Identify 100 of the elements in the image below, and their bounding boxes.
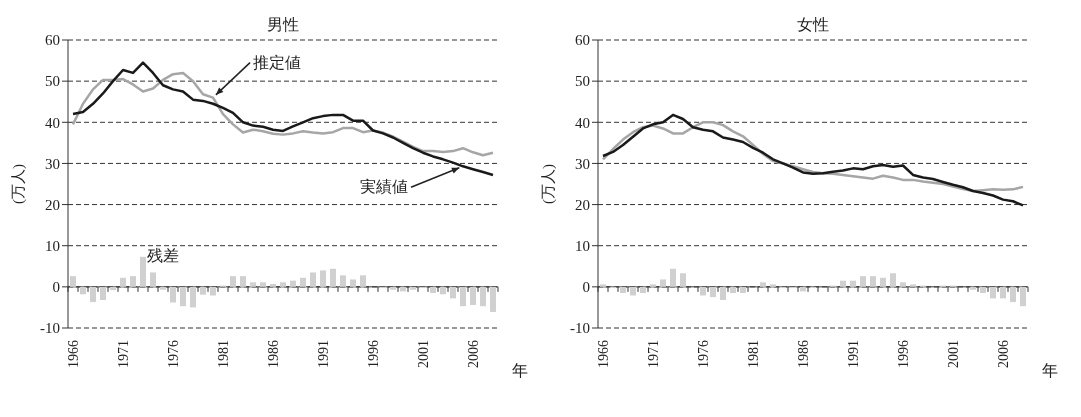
- bar: [990, 286, 996, 299]
- x-tick-label: 1981: [745, 340, 761, 368]
- y-tick-label: 10: [575, 238, 590, 255]
- x-tick-label: 1976: [695, 340, 711, 368]
- bar: [620, 286, 626, 294]
- y-tick-label: 20: [575, 196, 590, 213]
- bar: [890, 273, 896, 287]
- bar: [850, 280, 856, 287]
- x-tick-label: 1966: [595, 340, 611, 368]
- bar: [360, 275, 366, 287]
- bar: [290, 280, 296, 287]
- bar: [320, 270, 326, 287]
- bar: [430, 286, 436, 294]
- bar: [230, 276, 236, 287]
- bar: [880, 277, 886, 287]
- series-label: 残差: [147, 246, 179, 264]
- bar: [630, 286, 636, 296]
- x-tick-label: 2001: [415, 340, 431, 368]
- bar: [160, 286, 166, 290]
- bar: [640, 286, 646, 294]
- bar: [150, 272, 156, 287]
- y-tick-label: -10: [40, 320, 60, 337]
- x-tick-label: 1966: [65, 340, 81, 368]
- bar: [450, 286, 456, 299]
- x-tick-label: 1986: [265, 340, 281, 368]
- y-tick-label: 0: [582, 279, 590, 296]
- bar: [460, 286, 466, 307]
- line-series: [601, 113, 1025, 207]
- bar: [1000, 286, 1006, 299]
- bar: [190, 286, 196, 308]
- y-tick-label: 50: [575, 73, 590, 90]
- bar: [390, 286, 396, 290]
- bar: [900, 282, 906, 287]
- bar: [140, 256, 146, 287]
- bar: [300, 277, 306, 287]
- bar: [170, 286, 176, 303]
- x-tick-label: 1976: [165, 340, 181, 368]
- bar: [720, 286, 726, 301]
- bar: [270, 283, 276, 287]
- legend-label: 実績値: [360, 178, 408, 196]
- y-tick-label: 40: [575, 114, 590, 131]
- x-tick-label: 2001: [945, 340, 961, 368]
- y-tick-label: 30: [575, 155, 590, 172]
- bar: [110, 286, 116, 291]
- bar: [660, 279, 666, 287]
- bar: [240, 276, 246, 287]
- bar: [350, 279, 356, 287]
- bar: [90, 286, 96, 303]
- x-axis-title: 年: [512, 362, 528, 379]
- bar: [260, 282, 266, 287]
- bar: [340, 275, 346, 287]
- y-tick-label: -10: [570, 320, 590, 337]
- x-tick-label: 1991: [315, 340, 331, 368]
- bar: [770, 284, 776, 287]
- bar: [480, 286, 486, 307]
- bar: [730, 286, 736, 294]
- bar: [680, 273, 686, 287]
- y-tick-label: 50: [45, 73, 60, 90]
- bar: [410, 286, 416, 290]
- x-axis-title: 年: [1042, 362, 1058, 379]
- y-axis-title: (万人): [540, 164, 558, 204]
- bar: [280, 282, 286, 287]
- chart-title: 男性: [267, 16, 299, 33]
- x-tick-label: 1996: [895, 340, 911, 368]
- bar: [710, 286, 716, 298]
- bar: [860, 276, 866, 287]
- y-tick-label: 0: [52, 279, 60, 296]
- bar: [910, 284, 916, 287]
- y-tick-label: 60: [575, 32, 590, 49]
- bar: [740, 286, 746, 294]
- y-tick-label: 60: [45, 32, 60, 49]
- bar: [200, 286, 206, 295]
- bar: [870, 276, 876, 287]
- bar: [310, 272, 316, 287]
- bar: [1010, 286, 1016, 303]
- bar: [980, 286, 986, 294]
- y-tick-label: 20: [45, 196, 60, 213]
- x-tick-label: 1986: [795, 340, 811, 368]
- bar: [650, 284, 656, 287]
- bar: [130, 276, 136, 287]
- y-tick-label: 30: [45, 155, 60, 172]
- bar: [210, 286, 216, 296]
- bar: [700, 286, 706, 296]
- bar: [840, 280, 846, 287]
- bar: [100, 286, 106, 301]
- bar: [330, 268, 336, 287]
- bar: [440, 286, 446, 295]
- bar: [80, 286, 86, 295]
- bar: [1020, 286, 1026, 307]
- bar: [490, 286, 496, 312]
- bar: [470, 286, 476, 305]
- bar: [70, 276, 76, 287]
- y-tick-label: 40: [45, 114, 60, 131]
- bar: [970, 286, 976, 290]
- chart-title: 女性: [797, 16, 829, 33]
- x-tick-label: 1996: [365, 340, 381, 368]
- x-tick-label: 2006: [465, 340, 481, 368]
- x-tick-label: 1971: [645, 340, 661, 368]
- text: 推定値: [253, 53, 301, 71]
- x-tick-label: 1991: [845, 340, 861, 368]
